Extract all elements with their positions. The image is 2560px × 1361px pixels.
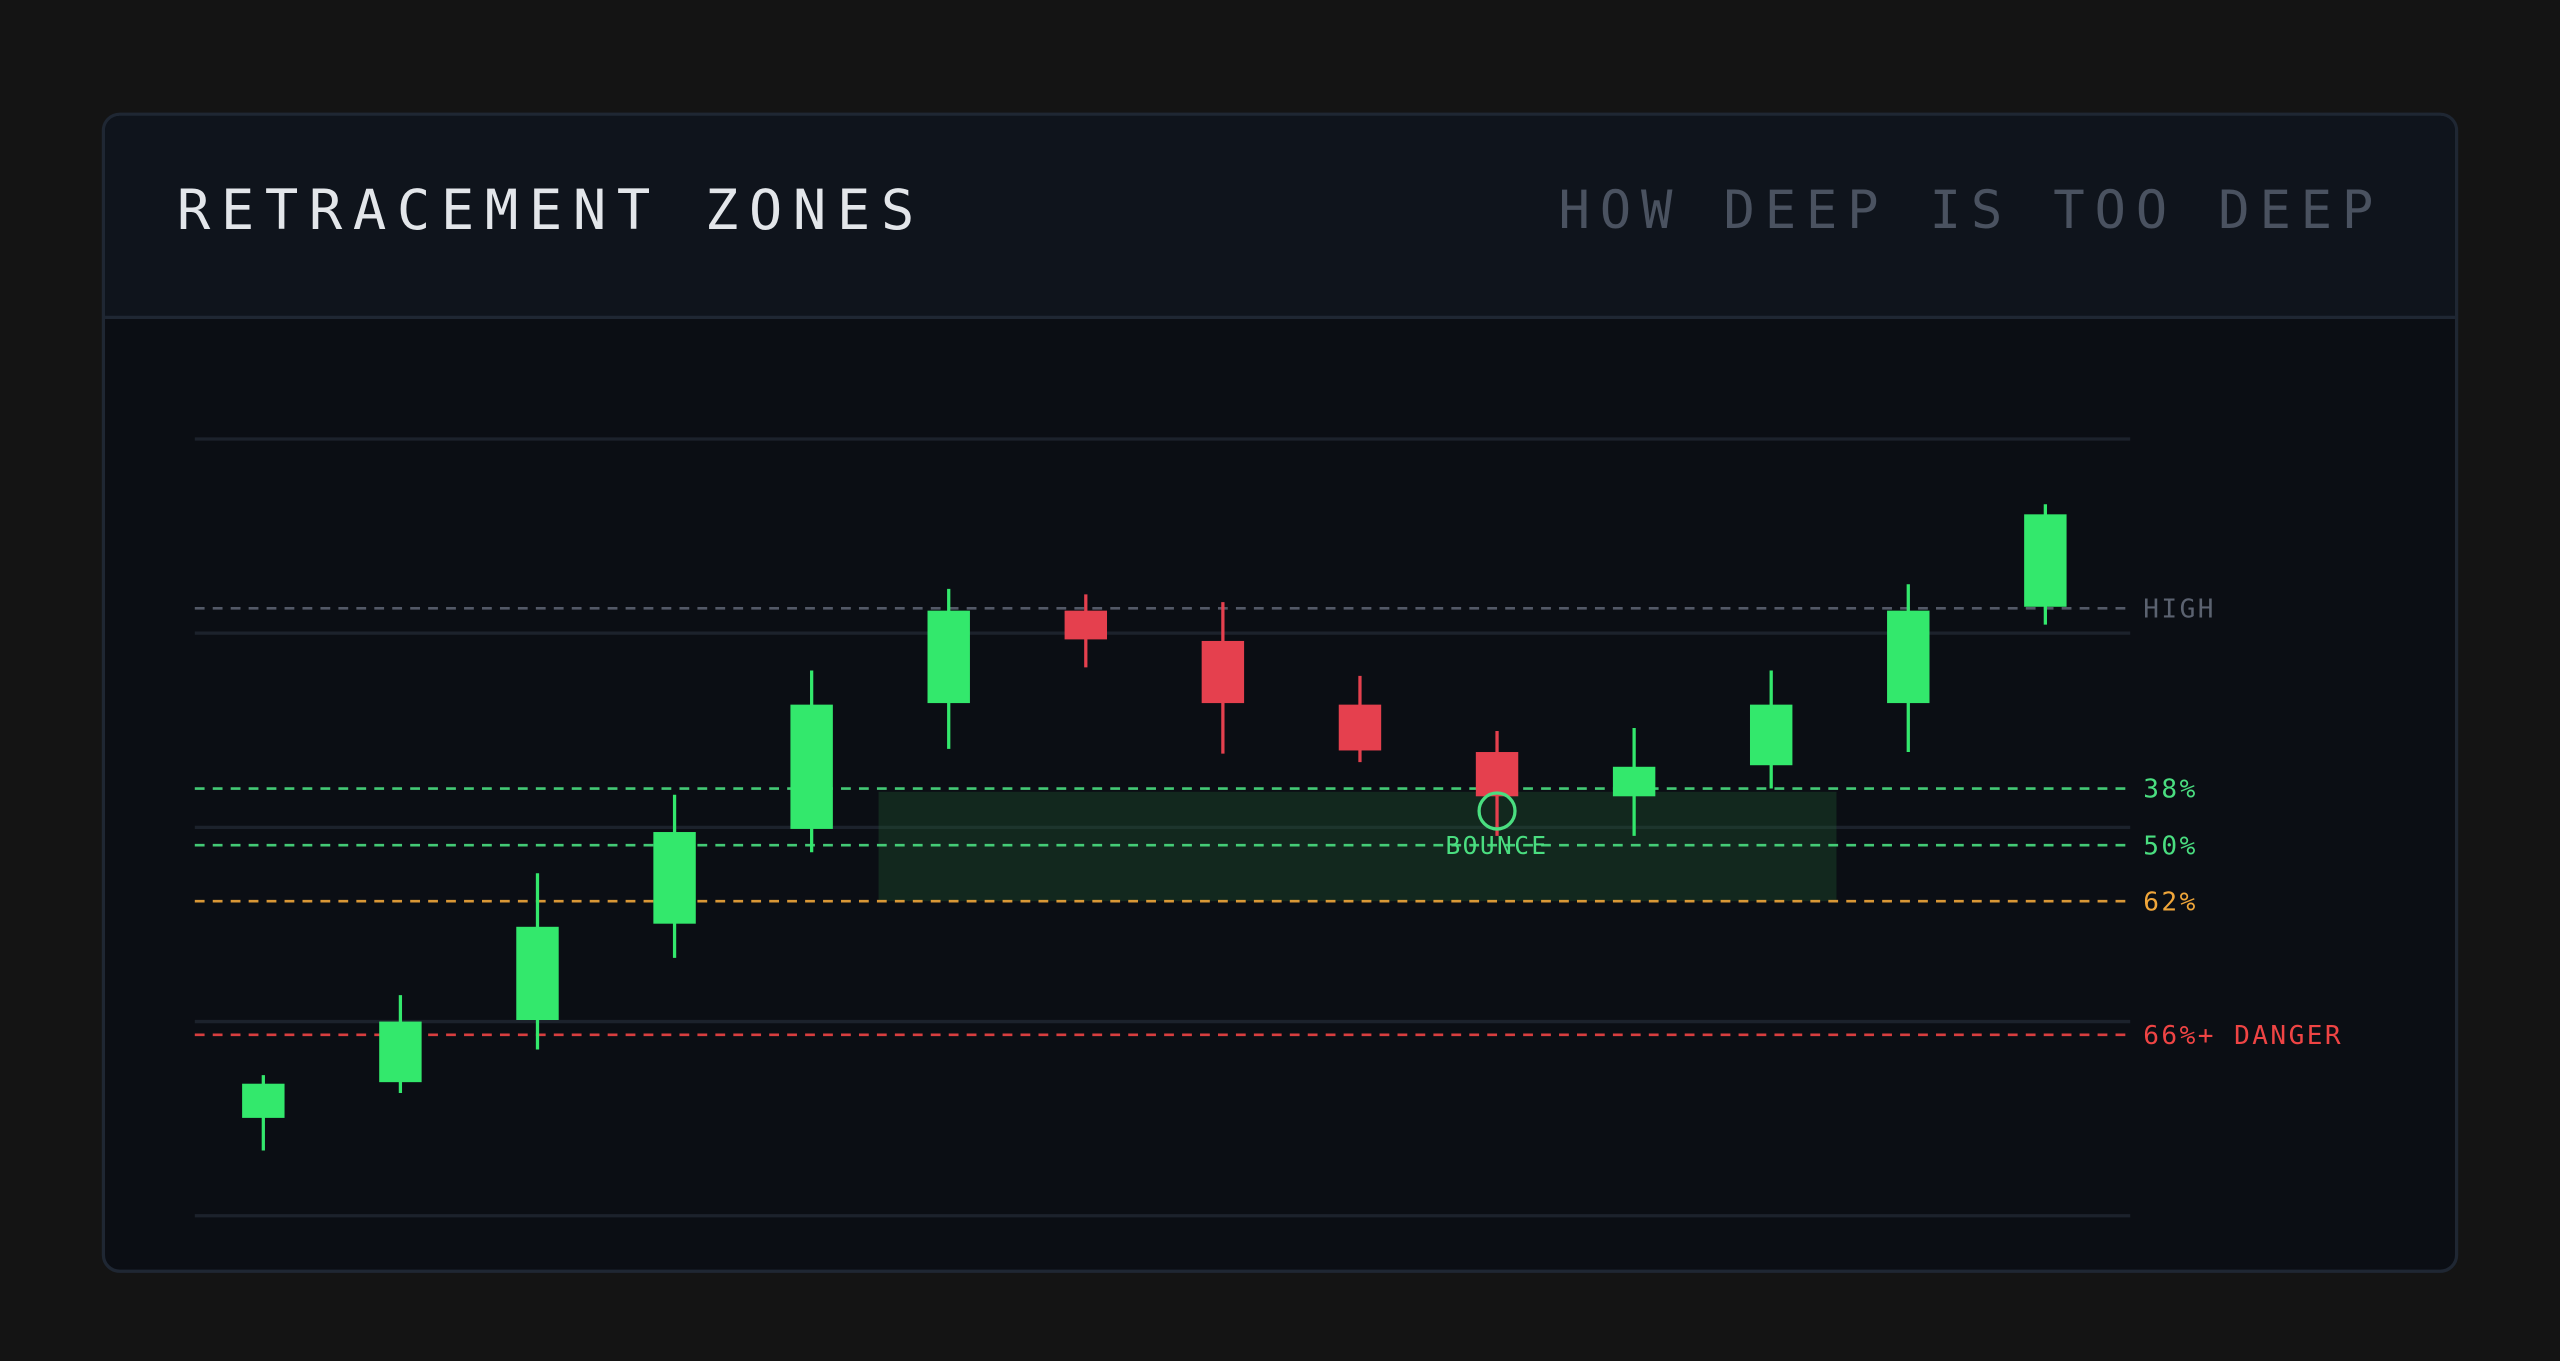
level-label: 38% — [2143, 775, 2198, 805]
retracement-zone — [878, 791, 1837, 902]
candle-body — [790, 704, 833, 829]
level-label: 66%+ DANGER — [2143, 1021, 2343, 1051]
candle-body — [516, 926, 559, 1021]
level-label: HIGH — [2143, 594, 2216, 624]
chart-subtitle: HOW DEEP IS TOO DEEP — [1559, 181, 2384, 241]
candle-body — [1201, 640, 1245, 704]
candle-body — [1338, 704, 1382, 751]
card — [101, 112, 2459, 1273]
level-label: 50% — [2143, 831, 2198, 861]
candle-body — [1612, 766, 1656, 797]
bounce-marker — [1477, 791, 1517, 831]
candle-body — [242, 1083, 285, 1118]
candle-body — [1475, 752, 1519, 797]
candle-body — [2024, 514, 2067, 607]
level-label: 62% — [2143, 887, 2198, 917]
candle-body — [1749, 704, 1793, 766]
chart-title: RETRACEMENT ZONES — [177, 179, 925, 243]
candle-body — [1887, 610, 1930, 704]
candle-body — [379, 1021, 422, 1083]
bounce-label: BOUNCE — [1446, 831, 1549, 860]
card-header — [105, 115, 2455, 317]
plot: HIGH 38% 50% 62% 66%+ DANGER BOUNCE — [194, 437, 2343, 1218]
candle-body — [927, 610, 970, 704]
candle-body — [1064, 610, 1108, 640]
candle-body — [653, 832, 696, 924]
